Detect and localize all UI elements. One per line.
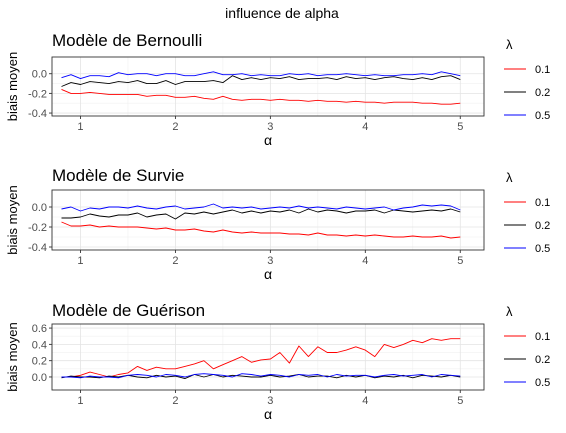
legend-label: 0.2 [535, 87, 550, 99]
legend-label: 0.2 [535, 354, 550, 366]
chart-title: Modèle de Bernoulli [52, 31, 202, 50]
y-tick-label: -0.4 [28, 108, 47, 120]
x-tick-label: 4 [362, 395, 368, 407]
series-line-0-5 [61, 71, 461, 80]
x-tick-label: 4 [362, 255, 368, 267]
y-axis-label: biais moyen [5, 52, 20, 121]
y-tick-label: 0.0 [32, 372, 47, 384]
legend-label: 0.5 [535, 243, 550, 255]
legend-label: 0.1 [535, 197, 550, 209]
legend-label: 0.1 [535, 331, 550, 343]
legend-title: λ [506, 170, 513, 185]
y-tick-label: 0.0 [32, 69, 47, 81]
y-tick-label: 0.0 [32, 202, 47, 214]
grid [52, 324, 484, 390]
y-tick-label: -0.2 [28, 222, 47, 234]
series-line-0-1 [61, 88, 461, 105]
y-axis-label: biais moyen [5, 322, 20, 391]
plot-border [51, 189, 485, 251]
legend-label: 0.5 [535, 110, 550, 122]
chart-title: Modèle de Survie [52, 166, 184, 185]
x-tick-label: 3 [267, 121, 273, 133]
chart-panel-1: Modèle de Bernoulli 1 2 3 4 5 -0.4 -0.2 0.0 α biai… [5, 31, 550, 148]
x-tick-label: 1 [77, 395, 83, 407]
y-tick-label: 0.6 [32, 323, 47, 335]
series-line-0-2 [61, 208, 461, 220]
x-tick-label: 2 [172, 395, 178, 407]
series-line-0-5 [61, 373, 461, 379]
x-tick-label: 2 [172, 255, 178, 267]
plot-border [51, 56, 485, 117]
series-line-0-2 [61, 75, 461, 87]
x-tick-label: 2 [172, 121, 178, 133]
series-line-0-1 [61, 338, 461, 378]
grid [52, 57, 484, 116]
chart-title: Modèle de Guérison [52, 301, 205, 320]
chart-panel-3: Modèle de Guérison 1 2 3 4 5 0.0 0.2 0.4 0.6 α biai… [5, 301, 550, 422]
x-axis-label: α [264, 406, 272, 422]
y-tick-label: -0.4 [28, 242, 47, 254]
y-tick-label: 0.4 [32, 339, 47, 351]
legend: λ 0.1 0.2 0.5 [504, 37, 550, 122]
legend-label: 0.1 [535, 64, 550, 76]
legend: λ 0.1 0.2 0.5 [504, 170, 550, 255]
legend-label: 0.5 [535, 377, 550, 389]
y-tick-label: -0.2 [28, 88, 47, 100]
grid [52, 190, 484, 250]
x-tick-label: 3 [267, 395, 273, 407]
x-tick-label: 3 [267, 255, 273, 267]
legend-label: 0.2 [535, 220, 550, 232]
x-axis-label: α [264, 132, 272, 148]
chart-panel-2: Modèle de Survie 1 2 3 4 5 -0.4 -0.2 0.0 α biais m… [5, 166, 550, 282]
y-tick-label: 0.2 [32, 356, 47, 368]
x-tick-label: 5 [457, 255, 463, 267]
figure-title: influence de alpha [225, 5, 339, 21]
legend: λ 0.1 0.2 0.5 [504, 304, 550, 389]
x-axis-label: α [264, 266, 272, 282]
x-tick-label: 5 [457, 395, 463, 407]
x-tick-label: 4 [362, 121, 368, 133]
legend-title: λ [506, 37, 513, 52]
series-line-0-5 [61, 203, 461, 212]
legend-title: λ [506, 304, 513, 319]
series-line-0-1 [61, 221, 461, 239]
plot-border [51, 323, 485, 391]
y-axis-label: biais moyen [5, 185, 20, 254]
x-tick-label: 1 [77, 121, 83, 133]
x-tick-label: 5 [457, 121, 463, 133]
x-tick-label: 1 [77, 255, 83, 267]
